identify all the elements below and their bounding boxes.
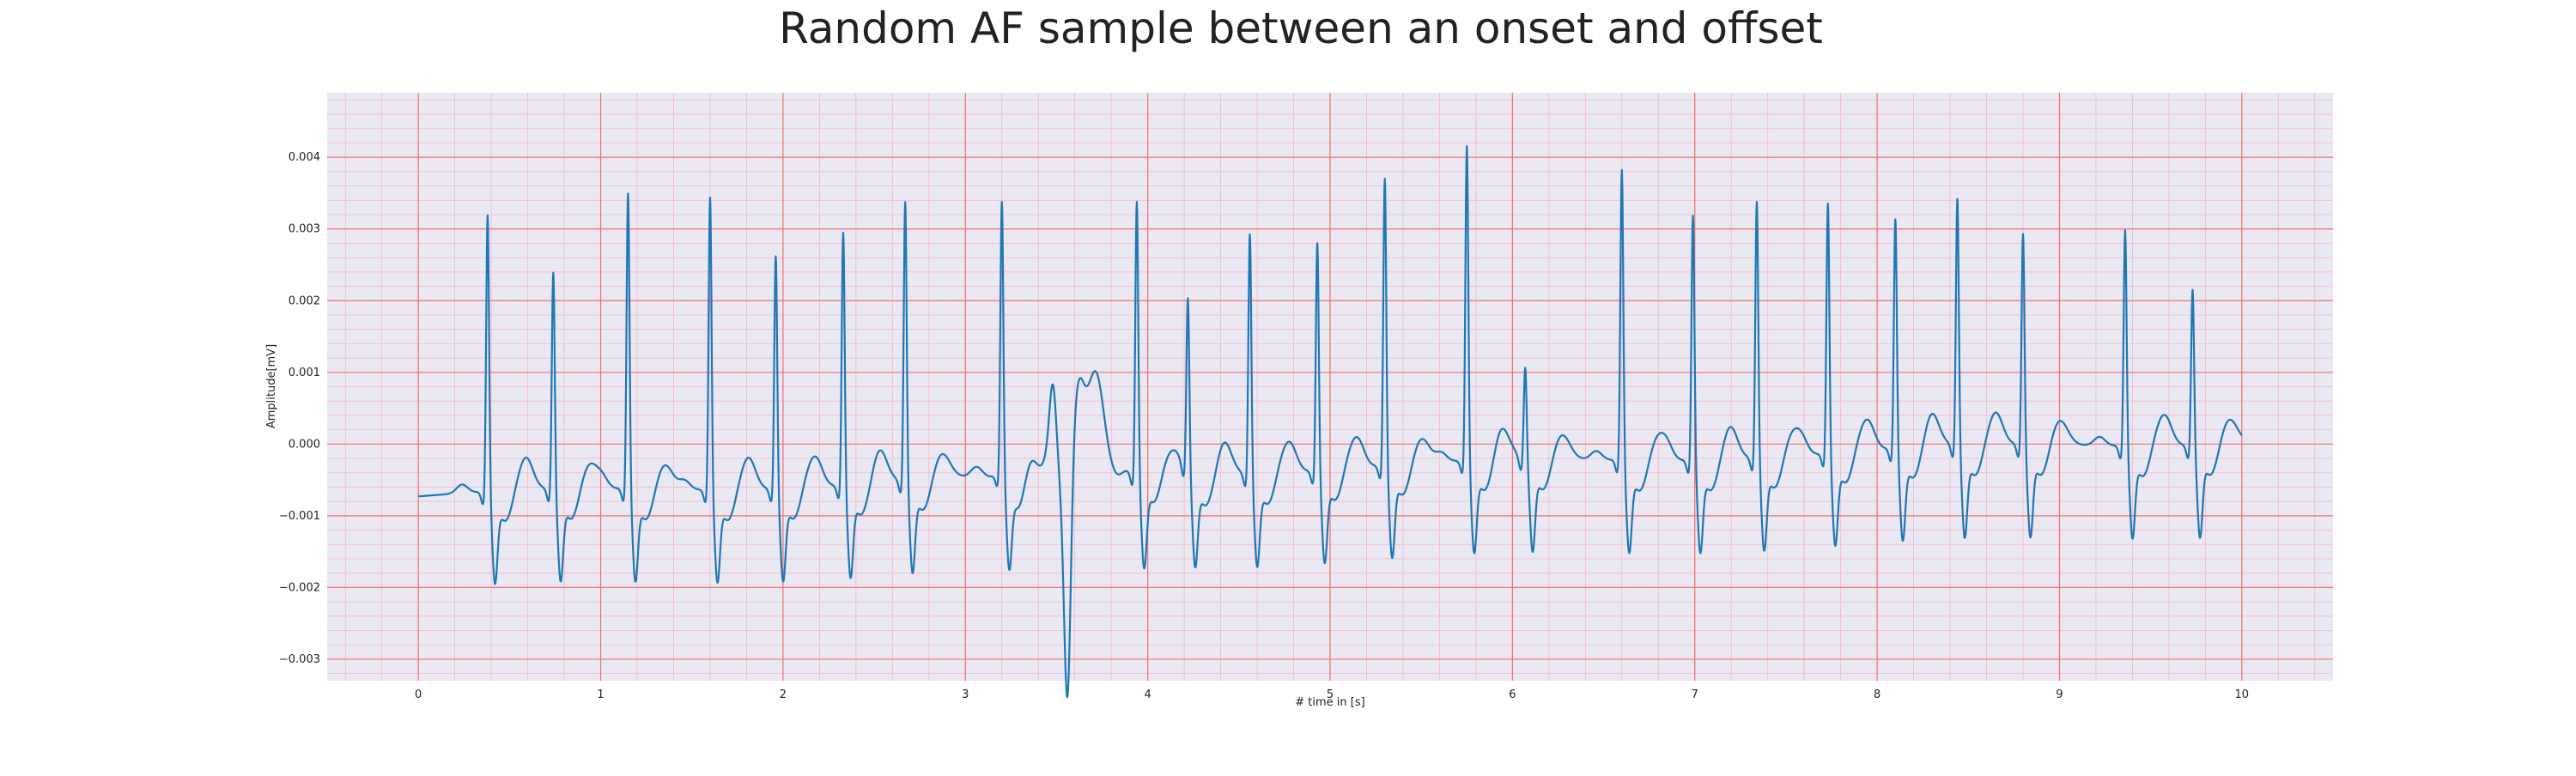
x-tick-label: 7: [1692, 688, 1698, 701]
y-tick-label: 0.004: [289, 151, 320, 164]
x-tick-label: 5: [1327, 688, 1334, 701]
x-tick-label: 3: [962, 688, 969, 701]
y-tick-label: 0.000: [289, 438, 320, 451]
y-tick-label: −0.001: [279, 510, 320, 523]
y-tick-label: 0.002: [289, 294, 320, 307]
y-tick-label: −0.003: [279, 653, 320, 666]
y-tick-label: −0.002: [279, 581, 320, 594]
x-tick-label: 4: [1144, 688, 1151, 701]
ecg-series-line: [417, 145, 2243, 699]
x-axis-label: # time in [s]: [1295, 696, 1364, 709]
x-tick-label: 10: [2235, 688, 2250, 701]
y-axis-label: Amplitude[mV]: [265, 344, 278, 428]
chart-title: Random AF sample between an onset and of…: [779, 3, 1823, 53]
x-tick-label: 6: [1509, 688, 1516, 701]
y-tick-label: 0.003: [289, 223, 320, 236]
x-tick-label: 9: [2056, 688, 2063, 701]
x-tick-label: 0: [415, 688, 422, 701]
x-tick-label: 1: [597, 688, 604, 701]
x-tick-label: 2: [780, 688, 787, 701]
x-tick-label: 8: [1874, 688, 1880, 701]
y-tick-label: 0.001: [289, 367, 320, 379]
